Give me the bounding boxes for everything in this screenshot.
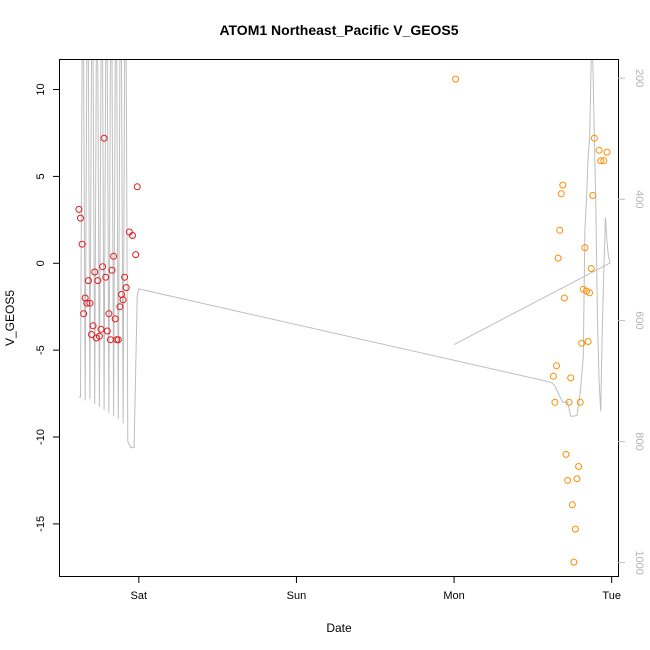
data-point	[114, 336, 122, 344]
pressure-line-2	[453, 262, 611, 346]
data-point	[102, 273, 110, 281]
pressure-layer	[78, 60, 611, 449]
x-axis-label: Date	[326, 621, 352, 635]
data-point	[575, 463, 583, 470]
data-point	[589, 192, 597, 199]
data-point	[586, 289, 594, 297]
data-point	[562, 450, 570, 458]
data-point	[600, 157, 608, 165]
data-point	[110, 252, 118, 260]
points-layer	[75, 75, 611, 566]
data-point	[551, 398, 559, 406]
data-point	[603, 148, 611, 156]
data-point	[556, 226, 564, 234]
x-tick-label-tue: Tue	[602, 590, 621, 602]
chart-title: ATOM1 Northeast_Pacific V_GEOS5	[219, 22, 458, 38]
right-tick-label-400: 400	[633, 190, 645, 208]
data-point	[564, 476, 572, 484]
right-axis: 200 400 600 800 1000	[618, 69, 645, 575]
data-point	[597, 157, 605, 165]
data-point	[108, 266, 116, 274]
data-point	[452, 75, 460, 83]
data-point	[75, 205, 83, 213]
series-2	[452, 75, 611, 566]
data-point	[89, 322, 97, 330]
data-point	[83, 299, 91, 307]
y-tick-label--10: -10	[35, 429, 47, 445]
data-point	[121, 273, 129, 281]
data-point	[97, 325, 105, 333]
data-point	[565, 398, 573, 406]
plot-frame	[59, 59, 619, 577]
data-point	[88, 331, 95, 338]
series-1	[75, 134, 141, 344]
data-point	[567, 374, 575, 382]
data-point	[560, 294, 568, 302]
x-tick-label-sun: Sun	[287, 590, 307, 602]
data-point	[78, 240, 86, 248]
data-point	[553, 362, 560, 370]
data-point	[570, 558, 578, 566]
data-point	[100, 134, 108, 142]
data-point	[554, 254, 562, 262]
data-point	[132, 251, 140, 259]
data-point	[103, 327, 111, 335]
y-tick-label-5: 5	[35, 173, 47, 179]
data-point	[557, 190, 565, 198]
y-tick-label-0: 0	[35, 260, 47, 266]
pressure-line-1	[78, 60, 611, 449]
x-tick-label-mon: Mon	[443, 590, 464, 602]
data-point	[595, 146, 603, 154]
data-point	[95, 332, 103, 340]
data-point	[571, 525, 579, 533]
y-tick-label--15: -15	[35, 516, 47, 532]
y-tick-label-10: 10	[35, 83, 47, 95]
data-point	[94, 277, 102, 285]
data-point	[568, 501, 576, 509]
data-point	[129, 232, 136, 239]
data-point	[559, 181, 567, 189]
y-axis: 10 5 0 -5 -10 -15	[35, 83, 60, 532]
data-point	[573, 475, 581, 483]
data-point	[105, 310, 113, 318]
right-tick-label-1000: 1000	[633, 550, 645, 574]
data-point	[84, 277, 92, 285]
data-point	[584, 338, 592, 345]
data-point	[119, 296, 127, 304]
y-axis-label: V_GEOS5	[3, 290, 17, 346]
right-tick-label-800: 800	[633, 432, 645, 450]
right-tick-label-200: 200	[633, 69, 645, 87]
data-point	[99, 263, 107, 271]
right-tick-label-600: 600	[633, 311, 645, 329]
x-tick-label-sat: Sat	[131, 590, 148, 602]
data-point	[80, 310, 88, 318]
x-axis: Sat Sun Mon Tue	[131, 576, 621, 602]
data-point	[111, 315, 119, 323]
data-point	[116, 303, 124, 311]
data-point	[77, 214, 84, 222]
data-point	[122, 284, 130, 292]
data-point	[91, 268, 99, 276]
data-point	[133, 183, 141, 191]
y-tick-label--5: -5	[35, 345, 47, 355]
data-point	[587, 265, 595, 272]
data-point	[578, 339, 586, 347]
data-point	[549, 372, 557, 380]
data-point	[581, 244, 589, 252]
data-point	[576, 398, 584, 406]
data-point	[86, 299, 94, 307]
data-point	[590, 134, 598, 142]
